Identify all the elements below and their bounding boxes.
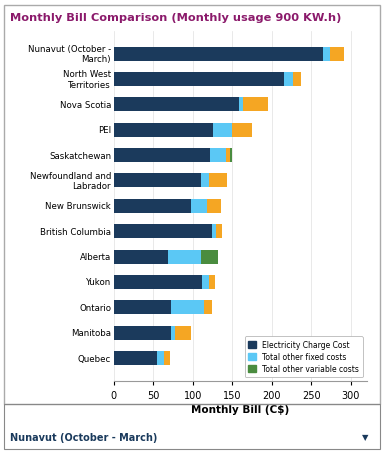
Bar xyxy=(114,124,213,138)
Bar xyxy=(202,275,209,289)
Text: ▼: ▼ xyxy=(362,433,369,442)
Bar xyxy=(323,47,330,61)
Bar xyxy=(201,174,209,188)
Bar xyxy=(114,174,201,188)
Bar xyxy=(239,98,243,112)
Bar xyxy=(216,225,222,239)
Bar xyxy=(114,275,202,289)
Text: Nunavut (October - March): Nunavut (October - March) xyxy=(10,432,157,442)
Bar xyxy=(114,47,323,61)
Bar xyxy=(168,250,201,264)
Bar xyxy=(175,326,191,340)
Bar xyxy=(209,174,227,188)
Bar xyxy=(164,351,170,365)
Bar xyxy=(212,225,216,239)
Bar xyxy=(114,73,284,87)
Legend: Electricity Charge Cost, Total other fixed costs, Total other variable costs: Electricity Charge Cost, Total other fix… xyxy=(245,336,363,377)
Bar xyxy=(210,149,226,163)
Text: Monthly Bill Comparison (Monthly usage 900 KW.h): Monthly Bill Comparison (Monthly usage 9… xyxy=(10,13,341,23)
Bar xyxy=(207,199,221,213)
Bar xyxy=(114,149,210,163)
Bar xyxy=(243,98,268,112)
Bar xyxy=(201,250,218,264)
Bar xyxy=(171,326,175,340)
Bar xyxy=(330,47,344,61)
Bar xyxy=(209,275,215,289)
Bar xyxy=(232,124,252,138)
Bar xyxy=(293,73,301,87)
Text: Nunavut Options: Nunavut Options xyxy=(10,410,102,419)
Bar xyxy=(114,326,171,340)
Bar xyxy=(114,301,171,314)
Bar xyxy=(114,250,168,264)
Bar xyxy=(157,351,164,365)
Bar xyxy=(114,351,157,365)
Bar xyxy=(213,124,232,138)
Bar xyxy=(114,199,191,213)
Bar xyxy=(114,225,212,239)
X-axis label: Monthly Bill (C$): Monthly Bill (C$) xyxy=(191,404,290,414)
Bar xyxy=(226,149,230,163)
Bar xyxy=(171,301,204,314)
Bar xyxy=(204,301,212,314)
Bar xyxy=(284,73,293,87)
Bar xyxy=(114,98,239,112)
Bar xyxy=(230,149,232,163)
Bar xyxy=(191,199,207,213)
